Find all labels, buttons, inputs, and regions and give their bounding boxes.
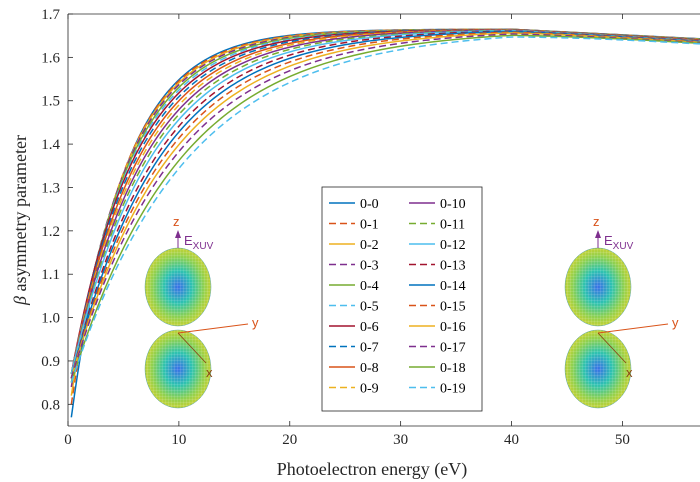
y-axis-title: β asymmetry parameter xyxy=(10,135,30,306)
legend-label-0-1: 0-1 xyxy=(360,218,379,233)
inset-field-arrowhead xyxy=(595,230,601,238)
legend-label-0-10: 0-10 xyxy=(440,197,466,212)
series-line-0-19 xyxy=(70,36,700,383)
legend-label-0-15: 0-15 xyxy=(440,300,466,315)
y-tick-label: 1.4 xyxy=(41,137,60,153)
inset-distribution-2: z EXUV y x xyxy=(564,214,679,409)
legend-box xyxy=(321,186,483,412)
inset-lobe-mesh-lower xyxy=(565,330,631,408)
legend-label-0-9: 0-9 xyxy=(360,382,379,397)
legend-label-0-18: 0-18 xyxy=(440,361,466,376)
y-axis-title-symbol: β xyxy=(10,296,30,306)
y-tick-label: 1.2 xyxy=(41,224,60,240)
y-tick-label: 1.1 xyxy=(41,267,60,283)
y-tick-label: 1.3 xyxy=(41,180,60,196)
inset-lobe-mesh-upper xyxy=(565,248,631,326)
series-line-0-18 xyxy=(70,34,700,383)
x-axis-title: Photoelectron energy (eV) xyxy=(277,459,468,480)
legend-label-0-2: 0-2 xyxy=(360,238,379,253)
y-tick-label: 1.0 xyxy=(41,311,60,327)
y-tick-label: 0.8 xyxy=(41,397,60,413)
legend-label-0-0: 0-0 xyxy=(360,197,379,212)
y-tick-label: 1.7 xyxy=(41,7,60,23)
inset-axis-x-label: x xyxy=(626,365,633,380)
inset-field-label: EXUV xyxy=(604,233,634,252)
inset-lobe-mesh-upper xyxy=(145,248,211,326)
series-layer xyxy=(70,28,700,418)
x-tick-label: 20 xyxy=(282,432,297,448)
legend-label-0-13: 0-13 xyxy=(440,259,466,274)
x-tick-label: 50 xyxy=(615,432,630,448)
inset-axis-y xyxy=(597,323,669,334)
x-tick-label: 40 xyxy=(504,432,519,448)
legend-label-0-11: 0-11 xyxy=(440,218,465,233)
inset-field-sub: XUV xyxy=(193,241,214,252)
legend-label-0-12: 0-12 xyxy=(440,238,466,253)
legend-label-0-6: 0-6 xyxy=(360,320,379,335)
x-tick-label: 10 xyxy=(171,432,186,448)
legend-label-0-8: 0-8 xyxy=(360,361,379,376)
inset-axis-z-label: z xyxy=(593,214,600,229)
inset-layer: z EXUV y x z EXUV y x xyxy=(144,214,679,409)
inset-field-arrowhead xyxy=(175,230,181,238)
legend-label-0-4: 0-4 xyxy=(360,279,379,294)
series-line-0-17 xyxy=(70,33,700,379)
inset-distribution-1: z EXUV y x xyxy=(144,214,259,409)
inset-field-sub: XUV xyxy=(613,241,634,252)
inset-axis-x xyxy=(597,332,627,364)
inset-axis-x-label: x xyxy=(206,365,213,380)
legend-label-0-17: 0-17 xyxy=(440,341,466,356)
inset-axis-y xyxy=(177,323,249,334)
y-tick-label: 0.9 xyxy=(41,354,60,370)
axes: 0 10 20 30 40 50 0.8 0.9 1.0 1.1 1.2 1.3 1.4 1.5 1.6 1.… xyxy=(41,7,700,448)
inset-axis-x xyxy=(177,332,207,364)
legend-label-0-16: 0-16 xyxy=(440,320,466,335)
legend: 0-0 0-1 0-2 0-3 0-4 0-5 0-6 0-7 0-8 0-9 0-10 0-11 0-… xyxy=(321,186,483,412)
inset-axis-z-label: z xyxy=(173,214,180,229)
x-tick-label: 0 xyxy=(64,432,72,448)
y-axis-title-text: asymmetry parameter xyxy=(10,135,30,291)
legend-label-0-19: 0-19 xyxy=(440,382,466,397)
y-tick-label: 1.5 xyxy=(41,94,60,110)
legend-label-0-7: 0-7 xyxy=(360,341,379,356)
inset-axis-y-label: y xyxy=(672,315,679,330)
inset-field-label: EXUV xyxy=(184,233,214,252)
legend-label-0-14: 0-14 xyxy=(440,279,466,294)
inset-lobe-mesh-lower xyxy=(145,330,211,408)
inset-axis-y-label: y xyxy=(252,315,259,330)
series-line-0-16 xyxy=(70,32,700,379)
y-tick-label: 1.6 xyxy=(41,50,60,66)
legend-label-0-5: 0-5 xyxy=(360,300,379,315)
x-tick-label: 30 xyxy=(393,432,408,448)
legend-label-0-3: 0-3 xyxy=(360,259,379,274)
